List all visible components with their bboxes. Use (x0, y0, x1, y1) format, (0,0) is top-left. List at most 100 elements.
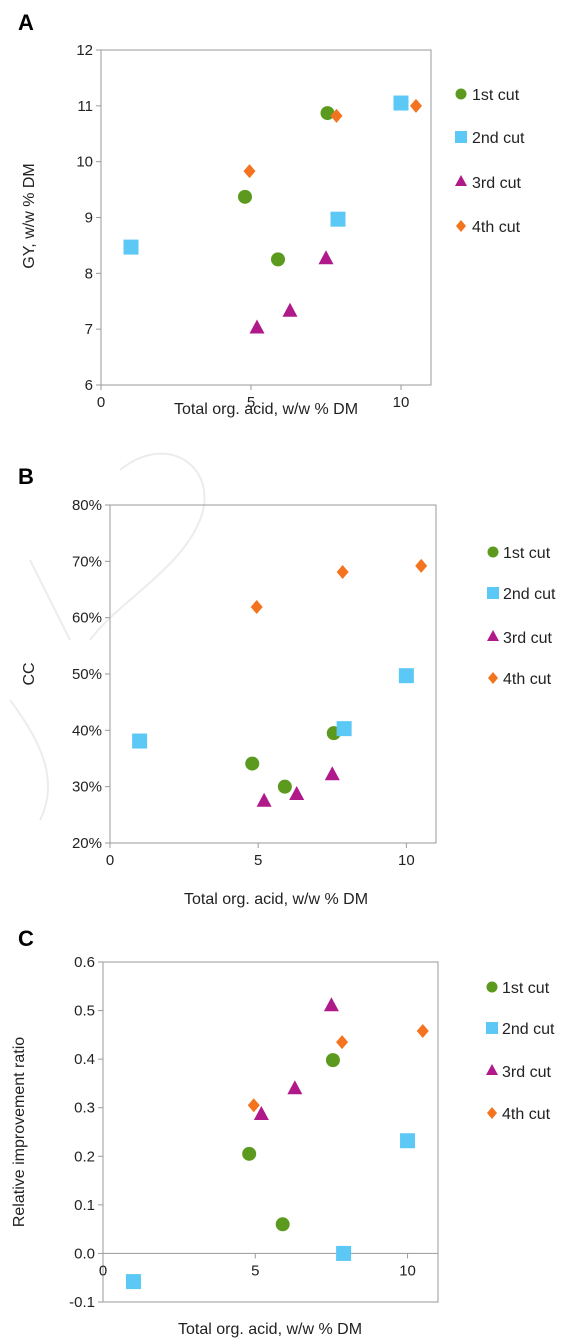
x-axis-b: 0 5 10 (106, 843, 415, 869)
y-tick-label: 0.1 (74, 1197, 95, 1214)
x-tick-label: 0 (97, 394, 105, 411)
y-tick-label: 7 (85, 321, 93, 338)
y-tick-label: 0.6 (74, 954, 95, 971)
legend-marker-triangle (487, 630, 499, 641)
plot-frame-c (102, 961, 439, 1303)
data-point-triangle (287, 1080, 303, 1095)
y-tick-label: -0.1 (69, 1294, 95, 1311)
data-point-square (123, 239, 139, 255)
x-tick-label: 0 (99, 1262, 107, 1279)
data-point-triangle (289, 785, 305, 800)
data-point-square (125, 1274, 141, 1290)
y-tick-label: 80% (72, 497, 102, 514)
y-tick-label: 9 (85, 210, 93, 227)
data-point-diamond (243, 164, 256, 179)
x-axis-label-b: Total org. acid, w/w % DM (184, 891, 368, 908)
panel-letter-b: B (18, 464, 34, 489)
data-point-diamond (416, 1023, 429, 1038)
data-point-circle (277, 779, 292, 794)
legend-label: 2nd cut (472, 130, 525, 147)
data-point-square (393, 95, 409, 111)
legend-marker-circle (455, 88, 467, 100)
data-point-triangle (324, 766, 340, 781)
y-tick-label: 8 (85, 265, 93, 282)
y-axis-label-c: Relative improvement ratio (11, 1037, 28, 1227)
y-tick-label: 6 (85, 377, 93, 394)
legend-label: 3rd cut (503, 630, 552, 647)
legend-marker-diamond (456, 220, 466, 232)
legend-label: 3rd cut (502, 1064, 551, 1081)
y-tick-label: 60% (72, 610, 102, 627)
legend-label: 2nd cut (502, 1021, 555, 1038)
data-point-diamond (336, 1035, 349, 1050)
legend-item-1st-cut: 1st cut (486, 980, 550, 997)
legend-item-1st-cut: 1st cut (455, 87, 520, 104)
y-tick-label: 30% (72, 779, 102, 796)
data-point-circle (238, 189, 252, 204)
data-point-triangle (282, 302, 298, 317)
data-point-square (400, 1133, 416, 1149)
data-points-c (125, 997, 429, 1290)
legend-item-3rd-cut: 3rd cut (486, 1064, 551, 1081)
legend-label: 4th cut (502, 1106, 551, 1123)
y-tick-label: 0.3 (74, 1100, 95, 1117)
y-tick-label: 0.2 (74, 1148, 95, 1165)
panel-c: C -0.1 0.0 0.1 0.2 0.3 0.4 0.5 0.6 0 5 10 Total o… (11, 926, 555, 1338)
legend-label: 1st cut (472, 87, 520, 104)
data-point-diamond (415, 558, 428, 573)
data-point-triangle (318, 250, 334, 265)
legend-label: 1st cut (502, 980, 550, 997)
legend-label: 3rd cut (472, 175, 521, 192)
legend-item-2nd-cut: 2nd cut (486, 1021, 555, 1038)
legend-item-3rd-cut: 3rd cut (487, 630, 552, 647)
plot-frame-b (109, 504, 437, 844)
y-tick-label: 12 (76, 42, 93, 59)
legend-marker-circle (486, 981, 498, 993)
legend-label: 1st cut (503, 545, 551, 562)
panel-letter-a: A (18, 10, 34, 35)
panel-a: A 6 7 8 9 10 11 12 0 5 10 Total org. acid, w/w %… (18, 10, 525, 418)
y-axis-b: 20% 30% 40% 50% 60% 70% 80% (72, 497, 110, 852)
watermark (9, 452, 206, 821)
y-axis-a: 6 7 8 9 10 11 12 (76, 42, 101, 394)
x-tick-label: 10 (398, 852, 415, 869)
data-points-b (132, 558, 428, 807)
legend-item-4th-cut: 4th cut (456, 219, 521, 236)
x-tick-label: 5 (251, 1262, 259, 1279)
y-axis-label-b: CC (21, 662, 38, 685)
data-point-square (336, 1245, 352, 1261)
x-axis-a: 0 5 10 (97, 385, 409, 411)
data-point-triangle (256, 792, 272, 807)
legend-label: 4th cut (503, 671, 552, 688)
y-axis-c: -0.1 0.0 0.1 0.2 0.3 0.4 0.5 0.6 (69, 954, 103, 1311)
data-points-a (123, 95, 422, 334)
legend-marker-square (486, 1022, 498, 1034)
data-point-diamond (250, 599, 263, 614)
legend-marker-square (455, 131, 467, 143)
x-tick-label: 5 (247, 394, 255, 411)
legend-item-2nd-cut: 2nd cut (487, 586, 556, 603)
legend-b: 1st cut 2nd cut 3rd cut 4th cut (487, 545, 556, 688)
y-tick-label: 0.0 (74, 1245, 95, 1262)
data-point-circle (242, 1146, 257, 1161)
panel-b: B 20% 30% 40% 50% 60% 70% 80% 0 5 10 Total org. … (18, 464, 556, 908)
y-tick-label: 11 (77, 98, 93, 115)
legend-label: 2nd cut (503, 586, 556, 603)
legend-marker-circle (487, 546, 499, 558)
legend-marker-triangle (455, 175, 467, 186)
x-tick-label: 0 (106, 852, 114, 869)
data-point-square (336, 721, 352, 737)
data-point-square (398, 668, 414, 684)
data-point-triangle (253, 1106, 269, 1121)
legend-marker-diamond (488, 672, 498, 684)
legend-item-4th-cut: 4th cut (488, 671, 552, 688)
data-point-circle (245, 756, 260, 771)
legend-c: 1st cut 2nd cut 3rd cut 4th cut (486, 980, 555, 1123)
data-point-diamond (336, 565, 349, 580)
y-tick-label: 20% (72, 835, 102, 852)
legend-label: 4th cut (472, 219, 521, 236)
y-tick-label: 40% (72, 722, 102, 739)
data-point-diamond (247, 1098, 260, 1113)
data-point-diamond (330, 108, 343, 123)
